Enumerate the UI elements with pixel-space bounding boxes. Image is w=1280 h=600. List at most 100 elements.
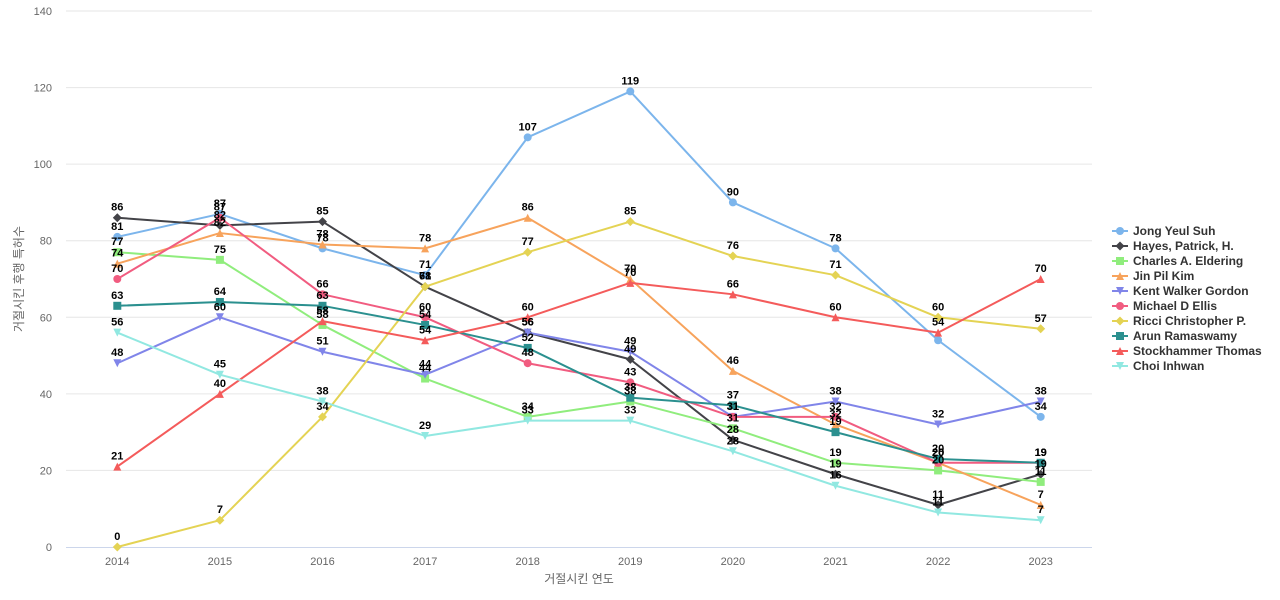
series-7 bbox=[113, 297, 1045, 467]
series-layer bbox=[112, 87, 1046, 552]
data-point bbox=[831, 244, 840, 253]
legend-item[interactable]: Kent Walker Gordon bbox=[1112, 284, 1249, 298]
y-axis-ticks: 0 20 40 60 80 100 120 140 bbox=[34, 6, 52, 554]
legend-item[interactable]: Jin Pil Kim bbox=[1112, 269, 1194, 283]
legend-swatch-marker bbox=[1116, 362, 1124, 370]
data-label: 44 bbox=[419, 363, 432, 375]
data-label: 11 bbox=[1035, 466, 1047, 478]
data-label: 7 bbox=[1038, 504, 1044, 516]
legend-swatch-marker bbox=[1116, 332, 1124, 340]
data-label: 20 bbox=[932, 447, 944, 459]
data-point bbox=[421, 244, 430, 253]
data-label: 60 bbox=[419, 301, 431, 313]
data-point bbox=[728, 251, 738, 261]
data-label: 19 bbox=[829, 447, 841, 459]
legend-swatch-marker bbox=[1116, 257, 1124, 265]
data-label: 33 bbox=[522, 405, 534, 417]
data-label: 60 bbox=[829, 301, 841, 313]
data-label: 21 bbox=[111, 451, 123, 463]
data-label: 78 bbox=[316, 232, 328, 244]
data-point bbox=[728, 447, 737, 456]
series-line bbox=[116, 216, 1042, 464]
legend-label: Michael D Ellis bbox=[1133, 299, 1217, 313]
series-line bbox=[116, 90, 1042, 418]
data-point bbox=[1036, 412, 1045, 421]
data-point bbox=[625, 217, 635, 227]
legend-item[interactable]: Choi Inhwan bbox=[1112, 359, 1204, 373]
data-label: 107 bbox=[519, 121, 537, 133]
data-label: 54 bbox=[419, 324, 432, 336]
data-label: 38 bbox=[1035, 386, 1047, 398]
legend-item[interactable]: Jong Yeul Suh bbox=[1112, 224, 1215, 238]
legend-item[interactable]: Hayes, Patrick, H. bbox=[1112, 239, 1234, 253]
data-label: 28 bbox=[727, 424, 739, 436]
data-point bbox=[626, 393, 635, 402]
series-line bbox=[116, 251, 1042, 483]
data-label: 45 bbox=[214, 359, 226, 371]
series-9 bbox=[113, 328, 1045, 525]
data-point bbox=[421, 271, 430, 280]
series-line bbox=[116, 216, 1042, 506]
x-tick-label: 2019 bbox=[618, 556, 642, 568]
data-point bbox=[318, 317, 327, 326]
y-tick-label: 20 bbox=[40, 465, 52, 477]
data-label: 87 bbox=[214, 198, 226, 210]
data-point bbox=[831, 469, 840, 479]
data-point bbox=[626, 278, 635, 287]
data-point bbox=[421, 336, 430, 345]
data-point bbox=[831, 313, 840, 322]
data-label: 70 bbox=[1035, 263, 1047, 275]
legend-item[interactable]: Arun Ramaswamy bbox=[1112, 329, 1237, 343]
data-point bbox=[831, 270, 840, 280]
data-point bbox=[1036, 458, 1045, 467]
series-line bbox=[116, 278, 1042, 468]
data-point bbox=[728, 366, 737, 375]
legend-item[interactable]: Michael D Ellis bbox=[1112, 299, 1217, 313]
data-label: 70 bbox=[624, 267, 636, 279]
data-label: 11 bbox=[932, 489, 944, 501]
data-label: 82 bbox=[214, 209, 226, 221]
data-point bbox=[318, 301, 327, 310]
y-axis-title: 거절시킨 후행 특허수 bbox=[11, 226, 26, 332]
x-axis-ticks: 2014 2015 2016 2017 2018 2019 2020 2021 2022 2023 bbox=[105, 556, 1053, 568]
data-label: 54 bbox=[419, 309, 432, 321]
data-label: 19 bbox=[829, 458, 841, 470]
data-point bbox=[112, 542, 122, 552]
data-label: 33 bbox=[624, 405, 636, 417]
x-tick-label: 2015 bbox=[208, 556, 232, 568]
data-label: 19 bbox=[1035, 458, 1047, 470]
legend-item[interactable]: Ricci Christopher P. bbox=[1112, 314, 1246, 328]
legend-label: Hayes, Patrick, H. bbox=[1133, 239, 1234, 253]
legend-swatch-marker bbox=[1116, 302, 1124, 310]
data-label: 70 bbox=[111, 263, 123, 275]
legend-item[interactable]: Stockhammer Thomas bbox=[1112, 344, 1262, 358]
data-label: 40 bbox=[214, 378, 226, 390]
data-label: 31 bbox=[727, 401, 739, 413]
data-label: 32 bbox=[932, 408, 944, 420]
data-point bbox=[934, 336, 943, 345]
data-point bbox=[625, 354, 635, 364]
data-label: 58 bbox=[316, 309, 328, 321]
data-point bbox=[318, 397, 327, 406]
data-label: 56 bbox=[522, 317, 534, 329]
legend-label: Jong Yeul Suh bbox=[1133, 224, 1215, 238]
data-label: 46 bbox=[727, 355, 739, 367]
y-tick-label: 0 bbox=[46, 542, 52, 554]
legend-swatch-marker bbox=[1115, 316, 1125, 326]
series-1 bbox=[112, 213, 1046, 510]
data-point bbox=[934, 508, 943, 517]
y-tick-label: 120 bbox=[34, 83, 52, 95]
data-point bbox=[112, 213, 122, 223]
legend-item[interactable]: Charles A. Eldering bbox=[1112, 254, 1243, 268]
data-point bbox=[728, 412, 737, 421]
data-point bbox=[523, 328, 532, 337]
data-point bbox=[113, 259, 122, 268]
data-label: 31 bbox=[727, 412, 739, 424]
data-point bbox=[728, 198, 737, 207]
y-tick-label: 60 bbox=[40, 312, 52, 324]
data-label: 34 bbox=[316, 401, 329, 413]
data-label: 48 bbox=[111, 347, 123, 359]
